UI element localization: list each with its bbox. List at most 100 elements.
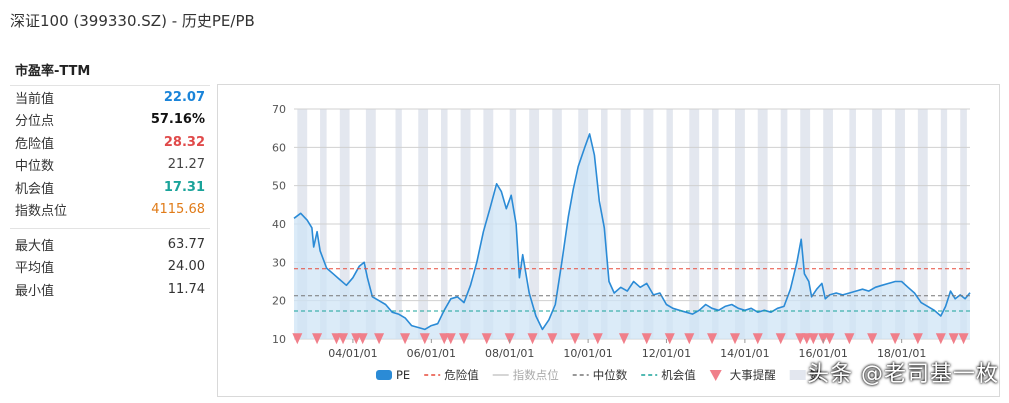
median-value: 21.27 bbox=[167, 157, 205, 173]
event-marker bbox=[935, 333, 946, 345]
event-marker bbox=[481, 333, 492, 345]
x-tick-label: 12/01/01 bbox=[642, 347, 691, 360]
event-marker bbox=[504, 333, 515, 345]
event-marker bbox=[664, 333, 675, 345]
stat-label: 最大值 bbox=[15, 238, 55, 254]
legend-label: 机会值 bbox=[661, 368, 696, 382]
event-marker bbox=[445, 333, 456, 345]
legend-item-opportunity: 机会值 bbox=[641, 368, 696, 382]
event-marker bbox=[707, 333, 718, 345]
pe-area bbox=[294, 133, 970, 339]
legend-label: PE bbox=[396, 368, 410, 382]
event-marker bbox=[592, 333, 603, 345]
event-marker bbox=[808, 333, 819, 345]
page-title: 深证100 (399330.SZ) - 历史PE/PB bbox=[10, 12, 255, 30]
stat-row-min: 最小值 11.74 bbox=[10, 278, 210, 301]
legend-item-median: 中位数 bbox=[572, 368, 628, 382]
event-marker bbox=[641, 333, 652, 345]
stat-label: 平均值 bbox=[15, 261, 55, 277]
y-tick-label: 10 bbox=[272, 333, 286, 346]
opportunity-value: 17.31 bbox=[163, 179, 205, 195]
stat-row-current: 当前值 22.07 bbox=[10, 86, 210, 109]
danger-value: 28.32 bbox=[163, 134, 205, 150]
stats-panel: 市盈率-TTM 当前值 22.07 分位点 57.16% 危险值 28.32 中… bbox=[10, 56, 210, 301]
stat-label: 当前值 bbox=[15, 91, 55, 107]
event-marker bbox=[357, 333, 368, 345]
min-value: 11.74 bbox=[167, 281, 205, 297]
stat-label: 指数点位 bbox=[15, 204, 68, 220]
legend-item-events: 大事提醒 bbox=[709, 368, 776, 382]
event-marker bbox=[824, 333, 835, 345]
chart-frame: 10 20 30 40 50 60 70 04/01/01 06/01/01 08/01/01 10… bbox=[217, 84, 1000, 397]
y-tick-label: 20 bbox=[272, 295, 286, 308]
percentile-value: 57.16% bbox=[150, 112, 205, 128]
y-tick-label: 70 bbox=[272, 103, 286, 116]
max-value: 63.77 bbox=[167, 236, 205, 252]
event-marker bbox=[312, 333, 323, 345]
section-title: 市盈率-TTM bbox=[10, 56, 210, 86]
event-marker bbox=[818, 333, 829, 345]
event-marker bbox=[547, 333, 558, 345]
legend-swatch bbox=[789, 370, 806, 380]
event-marker bbox=[795, 333, 806, 345]
x-tick-label: 14/01/01 bbox=[720, 347, 769, 360]
pe-line bbox=[293, 133, 971, 331]
legend-label: 危险值 bbox=[444, 368, 479, 382]
legend-item-danger: 危险值 bbox=[424, 368, 479, 382]
stat-row-percentile: 分位点 57.16% bbox=[10, 109, 210, 132]
event-marker bbox=[801, 333, 812, 345]
stat-row-index: 指数点位 4115.68 bbox=[10, 199, 210, 222]
event-marker bbox=[419, 333, 430, 345]
stat-row-median: 中位数 21.27 bbox=[10, 154, 210, 177]
event-marker bbox=[752, 333, 763, 345]
event-marker bbox=[527, 333, 538, 345]
x-tick-label: 04/01/01 bbox=[328, 347, 377, 360]
y-tick-label: 30 bbox=[272, 256, 286, 269]
event-marker bbox=[867, 333, 878, 345]
x-tick-label: 08/01/01 bbox=[485, 347, 534, 360]
y-tick-label: 50 bbox=[272, 180, 286, 193]
event-marker bbox=[374, 333, 385, 345]
event-marker bbox=[458, 333, 469, 345]
pe-chart[interactable]: 10 20 30 40 50 60 70 04/01/01 06/01/01 08/01/01 10… bbox=[218, 85, 999, 396]
legend-label: 大事提醒 bbox=[730, 368, 776, 382]
event-marker bbox=[439, 333, 450, 345]
watermark: 头条 @老司基一枚 bbox=[807, 362, 999, 387]
stat-label: 机会值 bbox=[15, 181, 55, 197]
legend-label: 指数点位 bbox=[513, 368, 559, 382]
legend-swatch bbox=[376, 370, 392, 380]
legend-label: 中位数 bbox=[593, 368, 628, 382]
divider bbox=[10, 221, 210, 229]
stat-row-opportunity: 机会值 17.31 bbox=[10, 176, 210, 199]
x-tick-label: 06/01/01 bbox=[407, 347, 456, 360]
x-tick-label: 18/01/01 bbox=[877, 347, 926, 360]
stat-row-danger: 危险值 28.32 bbox=[10, 131, 210, 154]
stat-label: 危险值 bbox=[15, 136, 55, 152]
event-marker bbox=[958, 333, 969, 345]
mean-value: 24.00 bbox=[167, 259, 205, 275]
y-tick-label: 40 bbox=[272, 218, 286, 231]
index-value: 4115.68 bbox=[151, 202, 205, 218]
legend-item-index: 指数点位 bbox=[492, 368, 559, 382]
event-marker bbox=[730, 333, 741, 345]
stat-label: 分位点 bbox=[15, 114, 55, 130]
event-marker bbox=[912, 333, 923, 345]
event-marker bbox=[400, 333, 411, 345]
y-tick-label: 60 bbox=[272, 141, 286, 154]
event-marker bbox=[948, 333, 959, 345]
event-marker bbox=[338, 333, 349, 345]
event-marker bbox=[618, 333, 629, 345]
event-marker bbox=[292, 333, 303, 345]
legend-swatch bbox=[709, 370, 722, 381]
legend-item-pe: PE bbox=[376, 368, 410, 382]
event-marker bbox=[890, 333, 901, 345]
stat-label: 中位数 bbox=[15, 159, 55, 175]
event-marker bbox=[331, 333, 342, 345]
event-marker bbox=[844, 333, 855, 345]
legend-item-bands: 数 bbox=[789, 368, 822, 382]
stat-row-max: 最大值 63.77 bbox=[10, 233, 210, 256]
legend-label: 数 bbox=[810, 368, 822, 382]
stat-row-mean: 平均值 24.00 bbox=[10, 256, 210, 279]
current-value: 22.07 bbox=[163, 89, 205, 105]
x-tick-label: 16/01/01 bbox=[799, 347, 848, 360]
